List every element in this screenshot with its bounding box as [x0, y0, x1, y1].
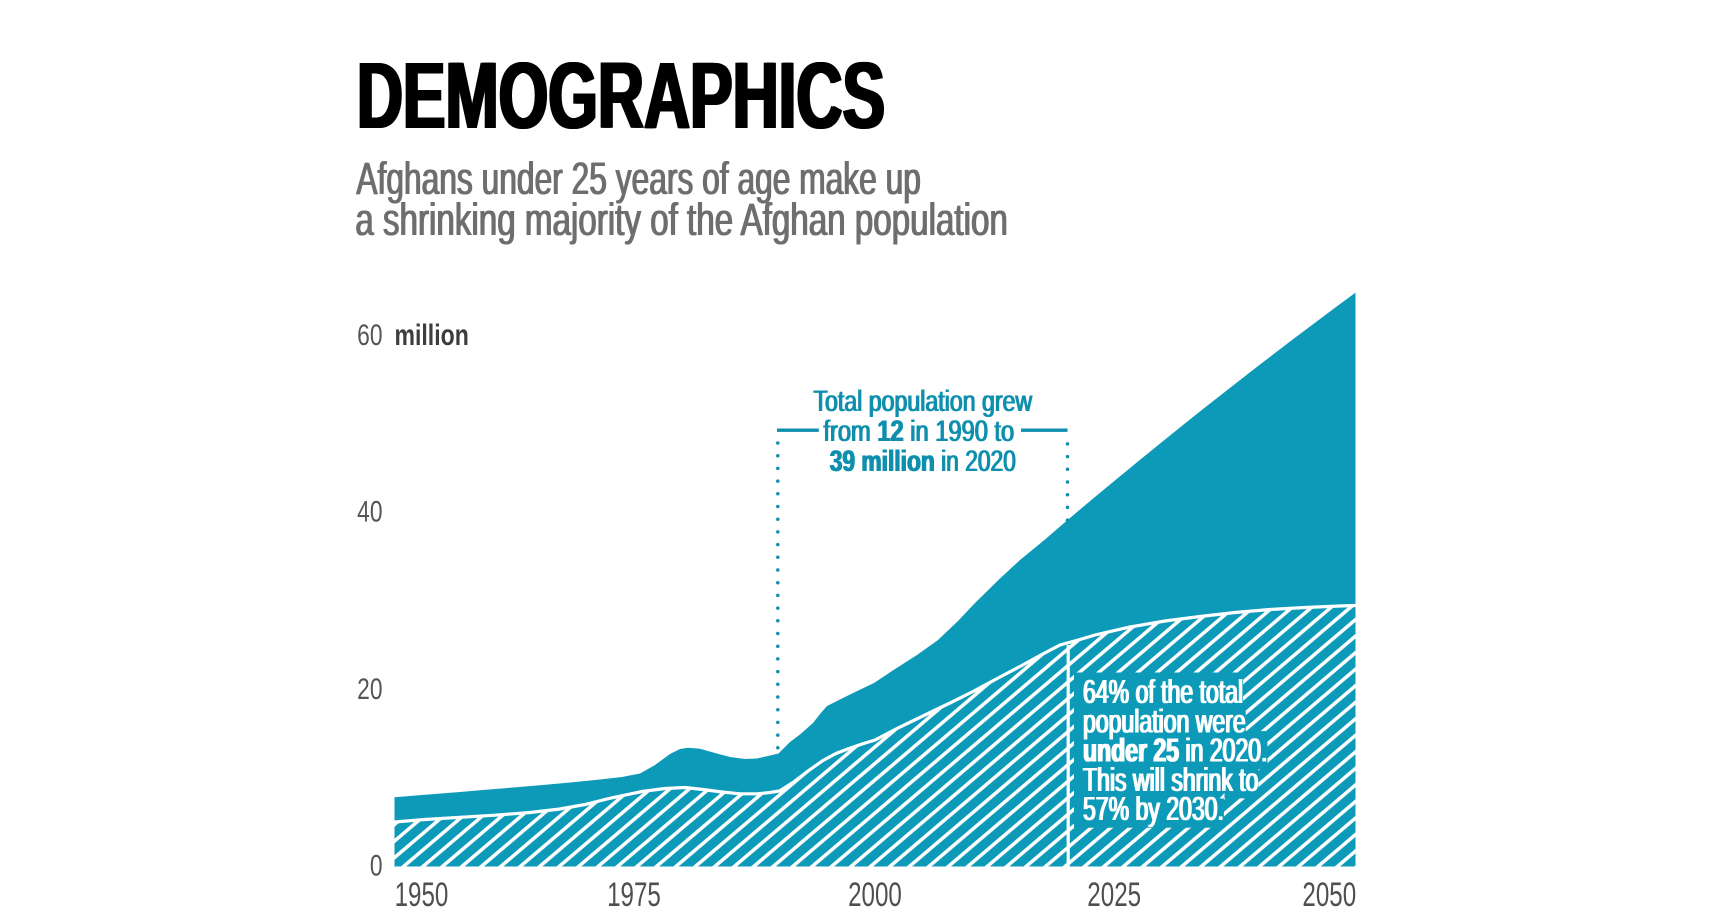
- svg-text:Total population grew: Total population grew: [814, 384, 1033, 418]
- svg-text:64% of the total: 64% of the total: [1082, 674, 1242, 711]
- svg-text:40: 40: [357, 495, 382, 528]
- svg-text:DEMOGRAPHICS: DEMOGRAPHICS: [357, 43, 885, 149]
- svg-text:a shrinking majority of the Af: a shrinking majority of the Afghan popul…: [355, 195, 1008, 245]
- svg-text:39 million in 2020: 39 million in 2020: [830, 444, 1016, 478]
- svg-text:under 25 in 2020.: under 25 in 2020.: [1082, 732, 1266, 769]
- svg-text:1975: 1975: [607, 876, 661, 907]
- svg-text:60: 60: [357, 318, 382, 351]
- svg-text:This will shrink to: This will shrink to: [1082, 762, 1257, 799]
- svg-text:population were: population were: [1084, 703, 1247, 740]
- svg-text:under 25 in 2020.: under 25 in 2020.: [1084, 732, 1268, 769]
- svg-text:population were: population were: [1082, 703, 1245, 740]
- svg-text:Afghans under 25 years of age: Afghans under 25 years of age make up: [356, 153, 921, 204]
- svg-text:20: 20: [357, 672, 382, 705]
- svg-text:Total population grew: Total population grew: [813, 384, 1032, 418]
- svg-text:57% by 2030.: 57% by 2030.: [1082, 791, 1223, 828]
- svg-text:57% by 2030.: 57% by 2030.: [1084, 791, 1225, 828]
- svg-text:2050: 2050: [1302, 876, 1356, 907]
- svg-text:39 million in 2020: 39 million in 2020: [829, 444, 1015, 478]
- svg-text:0: 0: [370, 849, 383, 882]
- svg-text:This will shrink to: This will shrink to: [1084, 762, 1259, 799]
- svg-text:1950: 1950: [395, 876, 449, 907]
- svg-text:from 12 in 1990 to: from 12 in 1990 to: [824, 414, 1015, 447]
- svg-text:Afghans under 25 years of age: Afghans under 25 years of age make up: [357, 153, 922, 204]
- svg-text:2025: 2025: [1087, 876, 1141, 907]
- svg-text:2000: 2000: [848, 876, 902, 907]
- svg-text:DEMOGRAPHICS: DEMOGRAPHICS: [355, 43, 883, 149]
- svg-text:DEMOGRAPHICS: DEMOGRAPHICS: [358, 43, 886, 149]
- svg-text:from 12 in 1990 to: from 12 in 1990 to: [823, 414, 1014, 447]
- svg-text:a shrinking majority of the Af: a shrinking majority of the Afghan popul…: [356, 195, 1009, 245]
- svg-text:million: million: [395, 318, 469, 351]
- svg-text:64% of the total: 64% of the total: [1084, 674, 1244, 711]
